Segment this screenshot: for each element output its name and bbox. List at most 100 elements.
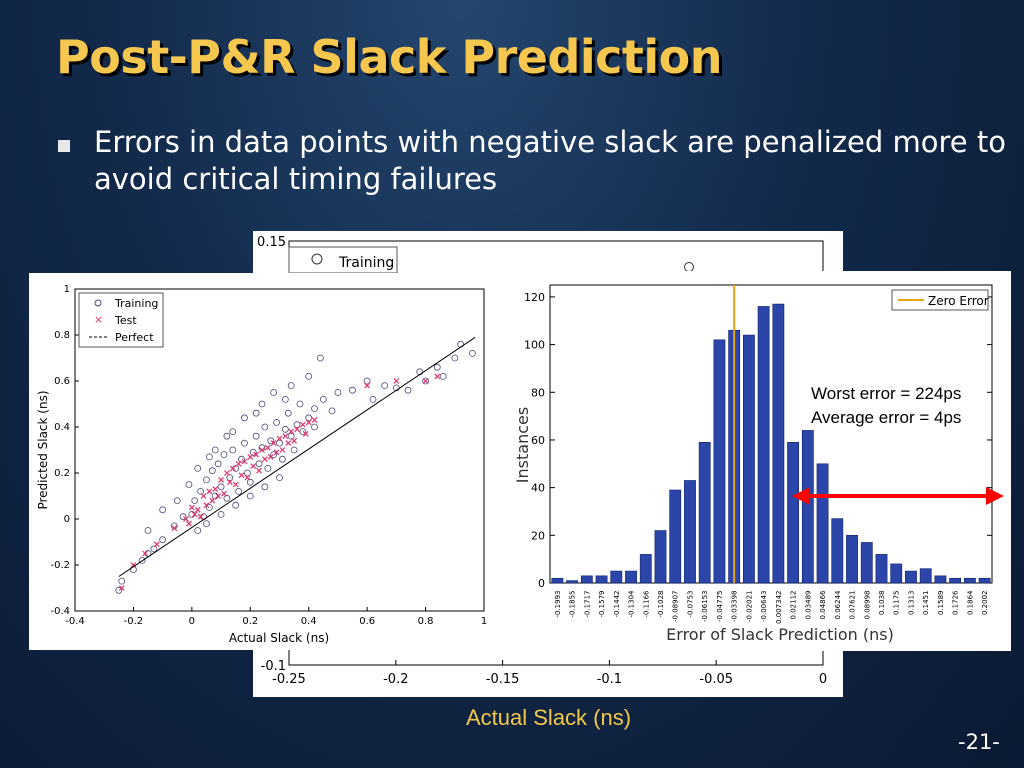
training-point	[235, 487, 243, 495]
slide-title: Post-P&R Slack Prediction	[56, 30, 723, 84]
histogram-bar	[831, 518, 844, 584]
training-point	[270, 389, 278, 396]
histogram-bar	[801, 430, 814, 584]
training-point	[241, 439, 248, 447]
test-point	[253, 451, 260, 458]
worst-error-text: Worst error = 224ps	[811, 384, 962, 403]
histogram-x-tick-label: -0.1166	[642, 590, 650, 618]
page-number: -21-	[958, 730, 1000, 754]
test-point	[191, 511, 198, 518]
histogram-y-ticks: 0 20 40 60 80 100 120	[524, 291, 992, 590]
histogram-bar	[595, 575, 608, 584]
histogram-x-tick-label: 0.1313	[907, 591, 915, 616]
back-x-tick-label: -0.2	[383, 672, 408, 687]
scatter-x-tick-label: 0.8	[418, 616, 434, 627]
test-point	[285, 440, 292, 447]
test-point	[221, 490, 227, 497]
histogram-x-tick-label: 0.007342	[775, 591, 783, 624]
scatter-y-tick-label: -0.2	[50, 560, 70, 571]
training-point	[232, 501, 240, 509]
histogram-x-tick-label: 0.06244	[834, 590, 842, 619]
scatter-y-tick-label: 0.6	[54, 376, 70, 387]
histogram-bar	[772, 303, 785, 584]
scatter-y-axis-label: Predicted Slack (ns)	[36, 390, 50, 509]
test-point	[279, 447, 286, 453]
scatter-chart-panel: -0.4 -0.2 0 0.2 0.4 0.6 0.8 1 -0.4 -0.2 0 0.2 0.4 0.6…	[29, 273, 490, 650]
scatter-x-axis-label: Actual Slack (ns)	[229, 631, 329, 645]
back-y-tick-label: 0.15	[257, 235, 286, 250]
training-point	[150, 545, 158, 553]
histogram-y-tick-label: 40	[531, 482, 545, 495]
histogram-bar	[816, 463, 829, 584]
training-point	[404, 386, 412, 394]
training-point	[296, 400, 304, 408]
scatter-y-tick-label: 0.8	[54, 330, 70, 341]
training-point	[381, 382, 389, 389]
training-point	[258, 400, 266, 408]
histogram-x-tick-label: -0.00643	[760, 591, 768, 622]
histogram-bar	[964, 577, 976, 584]
training-point	[305, 414, 313, 422]
histogram-x-tick-label: -0.1304	[628, 590, 636, 618]
training-point	[203, 476, 210, 484]
training-point	[299, 428, 307, 436]
test-point	[299, 421, 306, 428]
test-point	[288, 428, 295, 435]
average-error-text: Average error = 4ps	[811, 408, 962, 427]
training-point	[276, 439, 283, 447]
histogram-x-tick-label: 0.1038	[878, 591, 886, 616]
scatter-x-tick-label: 0.6	[359, 616, 375, 627]
test-point	[200, 493, 207, 499]
histogram-x-tick-label: -0.1717	[583, 591, 591, 618]
scatter-x-tick-label: 0	[189, 616, 195, 627]
test-point	[130, 562, 137, 568]
training-point	[246, 492, 254, 500]
back-x-ticks: -0.25 -0.2 -0.15 -0.1 -0.05 0	[272, 660, 827, 687]
training-point	[468, 350, 476, 357]
histogram-bar	[949, 577, 962, 584]
histogram-bars	[551, 303, 991, 584]
bullet-text: Errors in data points with negative slac…	[94, 125, 1006, 196]
test-point	[250, 463, 257, 470]
back-legend-box	[288, 246, 398, 274]
test-point	[393, 378, 400, 384]
test-point	[259, 447, 265, 453]
histogram-bar	[713, 339, 726, 584]
training-point	[255, 460, 263, 468]
training-point	[226, 474, 234, 482]
training-point	[138, 556, 146, 564]
training-point	[319, 396, 327, 403]
training-point	[238, 455, 245, 463]
test-point	[282, 433, 289, 440]
histogram-bar	[919, 568, 932, 584]
histogram-x-tick-label: -0.08907	[672, 591, 680, 622]
training-point	[270, 451, 278, 459]
test-point	[422, 378, 429, 384]
training-point	[422, 377, 429, 385]
histogram-chart-panel: 0 20 40 60 80 100 120 -0.1993 -0.1855 -0.1717 -0.…	[490, 271, 1011, 651]
test-point	[203, 502, 210, 509]
back-legend-training-marker	[311, 253, 323, 265]
training-point	[249, 448, 257, 456]
training-point	[290, 446, 298, 454]
histogram-x-tick-label: 0.1451	[922, 591, 930, 616]
histogram-x-tick-label: -0.1028	[657, 591, 665, 618]
histogram-y-tick-label: 120	[524, 291, 545, 304]
back-legend-training-label: Training	[338, 255, 394, 271]
histogram-bar	[610, 570, 623, 584]
test-point	[302, 430, 309, 437]
histogram-bar	[743, 334, 755, 584]
training-point	[349, 386, 356, 394]
training-point	[334, 389, 342, 396]
histogram-x-tick-label: 0.1726	[952, 590, 960, 615]
test-point	[273, 449, 280, 456]
histogram-x-tick-label: -0.02021	[745, 591, 753, 622]
histogram-x-tick-label: 0.07621	[849, 591, 857, 620]
histogram-bar	[846, 535, 858, 584]
training-point	[211, 446, 219, 454]
histogram-x-tick-label: -0.04775	[716, 591, 724, 622]
scatter-y-tick-label: 0	[64, 514, 70, 525]
histogram-y-tick-label: 20	[531, 529, 545, 542]
scatter-legend-box	[78, 292, 164, 348]
